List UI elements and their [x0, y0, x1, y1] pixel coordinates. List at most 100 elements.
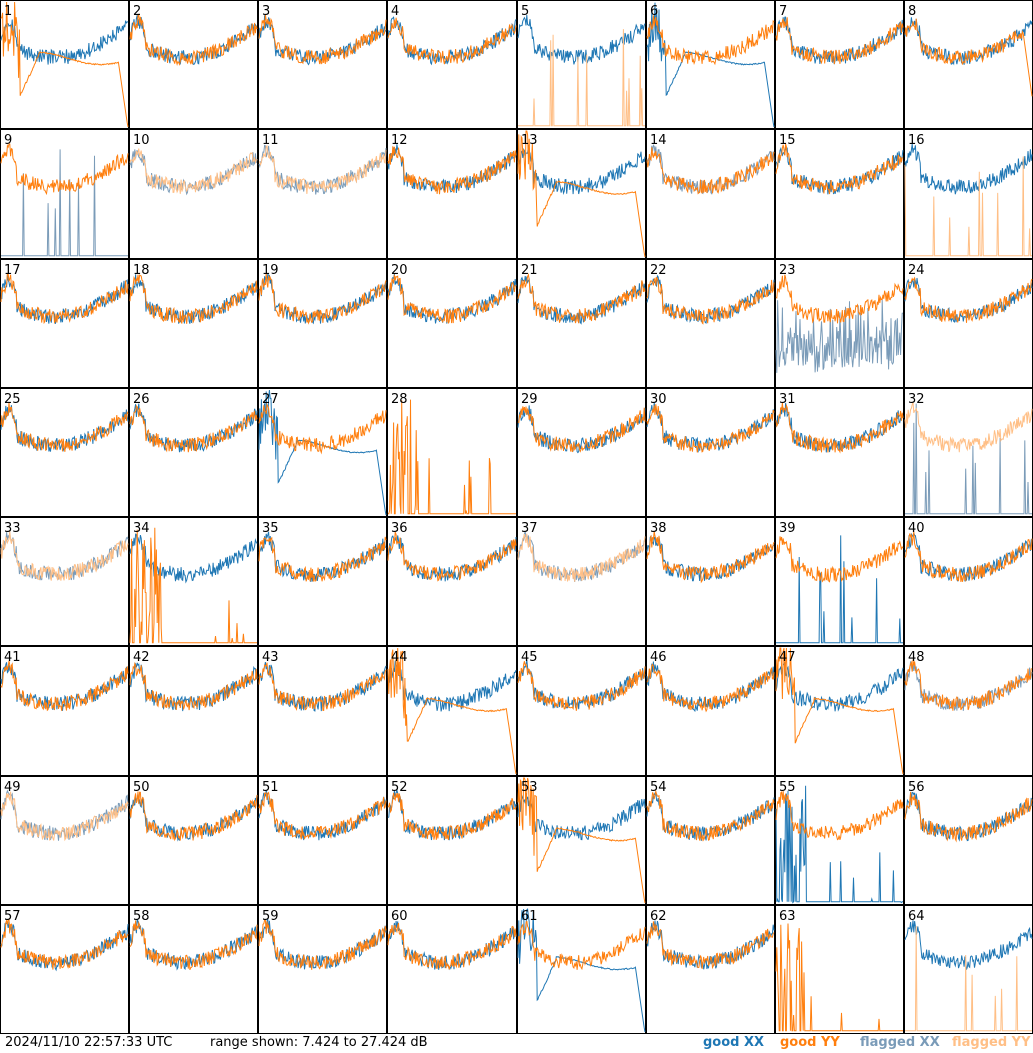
panel-frame	[258, 776, 387, 905]
legend-flagged-xx: flagged XX	[860, 1035, 940, 1050]
panel-13: 13	[517, 129, 646, 259]
series-yy	[904, 156, 1032, 257]
series-yy	[775, 647, 904, 775]
panel-frame	[646, 129, 775, 259]
series-yy	[129, 661, 258, 711]
series-xx	[775, 785, 903, 904]
legend-good-xx: good XX	[703, 1035, 765, 1050]
series-yy	[646, 531, 775, 584]
panel-44: 44	[387, 646, 517, 776]
panel-number: 41	[4, 650, 21, 665]
panel-frame	[904, 517, 1033, 646]
panel-frame	[387, 776, 517, 905]
series-xx	[517, 908, 646, 1033]
panel-frame	[775, 0, 904, 129]
series-yy	[646, 15, 775, 66]
panel-1: 1	[0, 0, 129, 129]
series-xx	[1, 149, 128, 257]
panel-frame	[517, 646, 646, 776]
panel-number: 47	[779, 650, 796, 665]
series-yy	[0, 918, 129, 970]
series-yy	[646, 404, 775, 453]
panel-23: 23	[775, 259, 904, 388]
panel-number: 25	[4, 392, 21, 407]
panel-frame	[258, 259, 387, 388]
panel-frame	[904, 259, 1033, 388]
panel-60: 60	[387, 905, 517, 1034]
panel-number: 34	[133, 521, 150, 536]
panel-number: 19	[262, 263, 279, 278]
panel-number: 48	[908, 650, 925, 665]
panel-number: 6	[650, 4, 658, 19]
panel-number: 17	[4, 263, 21, 278]
panel-22: 22	[646, 259, 775, 388]
panel-number: 54	[650, 780, 667, 795]
panel-18: 18	[129, 259, 258, 388]
panel-frame	[258, 646, 387, 776]
panel-number: 14	[650, 133, 667, 148]
series-yy	[646, 147, 775, 195]
panel-number: 7	[779, 4, 787, 19]
panel-53: 53	[517, 776, 646, 905]
panel-number: 13	[521, 133, 538, 148]
series-yy	[517, 777, 646, 904]
panel-2: 2	[129, 0, 258, 129]
series-yy	[904, 791, 1033, 843]
panel-number: 46	[650, 650, 667, 665]
series-xx	[776, 535, 903, 644]
panel-number: 55	[779, 780, 796, 795]
panel-frame	[904, 905, 1033, 1034]
panel-number: 1	[4, 4, 12, 19]
panel-frame	[129, 646, 258, 776]
panel-number: 33	[4, 521, 21, 536]
series-xx	[775, 662, 904, 712]
panel-frame	[387, 905, 517, 1034]
panel-number: 3	[262, 4, 270, 19]
panel-number: 12	[391, 133, 408, 148]
panel-frame	[775, 905, 904, 1034]
series-xx	[129, 403, 258, 453]
series-yy	[517, 533, 646, 582]
panel-16: 16	[904, 129, 1033, 259]
panel-frame	[387, 129, 517, 259]
panel-frame	[0, 0, 129, 129]
panel-number: 37	[521, 521, 538, 536]
panel-number: 15	[779, 133, 796, 148]
panel-number: 18	[133, 263, 150, 278]
series-yy	[775, 791, 904, 841]
panel-frame	[517, 388, 646, 517]
panel-14: 14	[646, 129, 775, 259]
panel-43: 43	[258, 646, 387, 776]
panel-19: 19	[258, 259, 387, 388]
series-yy	[258, 536, 387, 582]
panel-number: 23	[779, 263, 796, 278]
series-yy	[517, 920, 646, 971]
series-yy	[646, 921, 775, 970]
series-yy	[258, 273, 387, 325]
panel-frame	[387, 388, 517, 517]
series-yy	[646, 789, 775, 842]
panel-8: 8	[904, 0, 1033, 129]
series-yy	[518, 29, 645, 127]
panel-frame	[0, 646, 129, 776]
panel-number: 53	[521, 780, 538, 795]
panel-number: 20	[391, 263, 408, 278]
series-yy	[129, 148, 258, 194]
series-xx	[904, 920, 1033, 970]
panel-58: 58	[129, 905, 258, 1034]
series-yy	[388, 399, 516, 515]
panel-number: 24	[908, 263, 925, 278]
panel-number: 27	[262, 392, 279, 407]
panel-61: 61	[517, 905, 646, 1034]
panel-frame	[258, 517, 387, 646]
panel-47: 47	[775, 646, 904, 776]
panel-17: 17	[0, 259, 129, 388]
panel-frame	[0, 259, 129, 388]
range-shown: range shown: 7.424 to 27.424 dB	[210, 1035, 428, 1050]
panel-38: 38	[646, 517, 775, 646]
panel-35: 35	[258, 517, 387, 646]
panel-number: 8	[908, 4, 916, 19]
series-xx	[129, 533, 258, 584]
panel-63: 63	[775, 905, 904, 1034]
